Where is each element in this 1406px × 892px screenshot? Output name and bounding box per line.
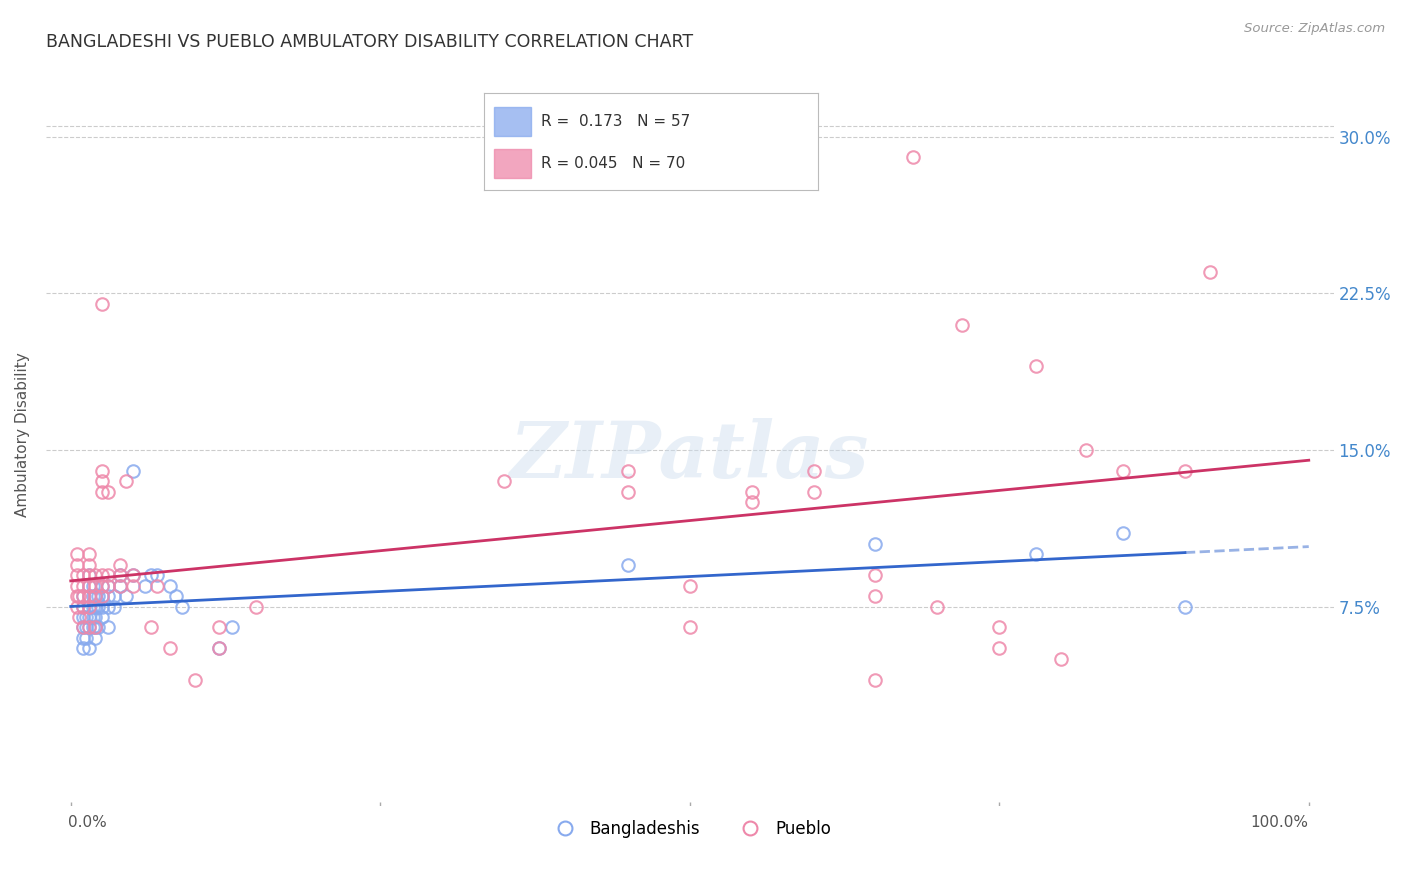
Text: ZIPatlas: ZIPatlas xyxy=(510,418,869,495)
Text: Source: ZipAtlas.com: Source: ZipAtlas.com xyxy=(1244,22,1385,36)
Text: 0.0%: 0.0% xyxy=(69,815,107,830)
Legend: Bangladeshis, Pueblo: Bangladeshis, Pueblo xyxy=(541,814,838,845)
Text: 100.0%: 100.0% xyxy=(1251,815,1309,830)
Text: BANGLADESHI VS PUEBLO AMBULATORY DISABILITY CORRELATION CHART: BANGLADESHI VS PUEBLO AMBULATORY DISABIL… xyxy=(46,33,693,51)
Y-axis label: Ambulatory Disability: Ambulatory Disability xyxy=(15,351,30,516)
